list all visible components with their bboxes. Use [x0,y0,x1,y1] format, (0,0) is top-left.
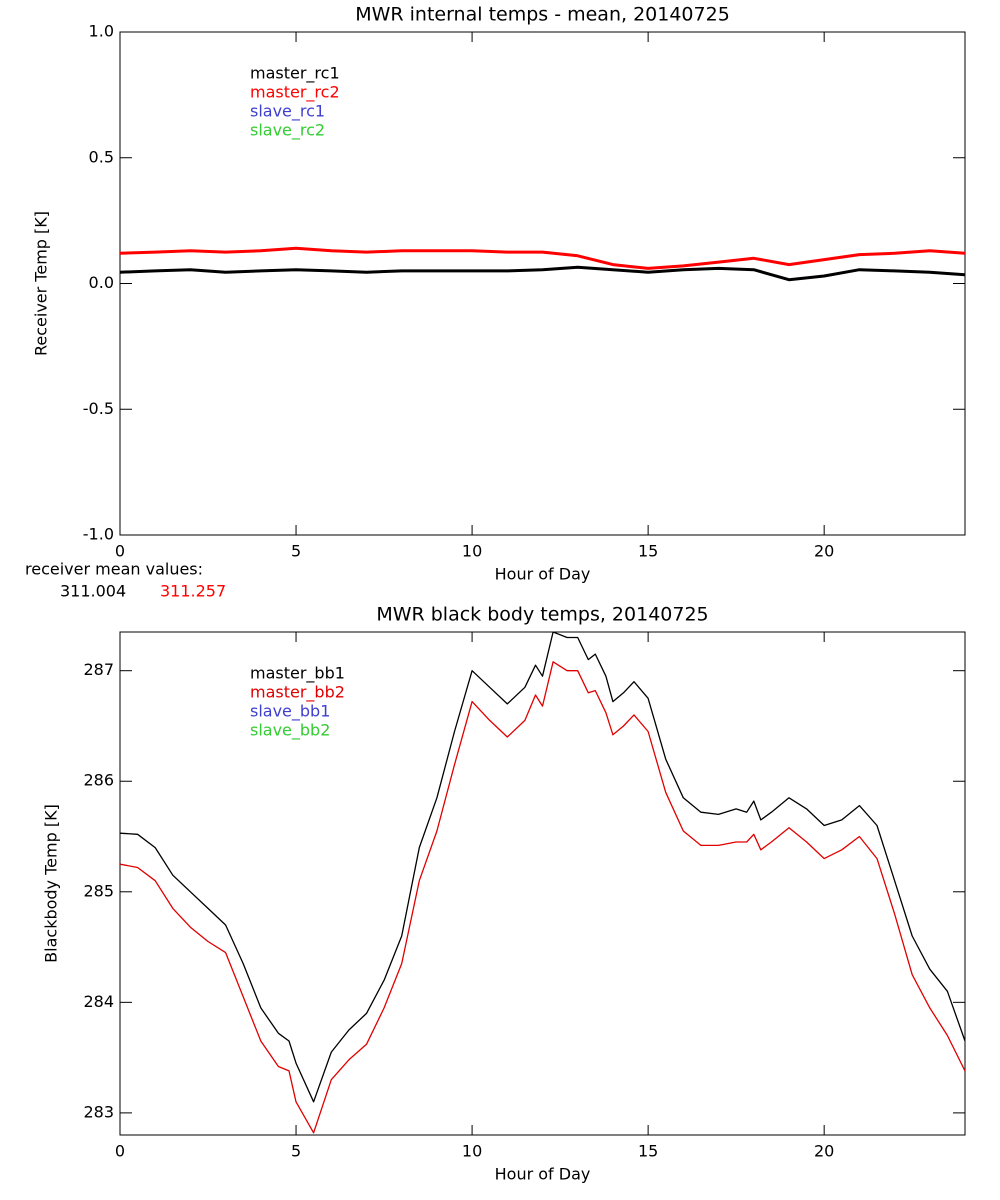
legend-entry: master_bb1 [250,664,345,684]
y-tick-label: 0.0 [89,273,114,292]
y-tick-label: 1.0 [89,22,114,41]
y-axis-label: Blackbody Temp [K] [42,804,61,963]
x-tick-label: 10 [462,542,482,561]
data-line [120,661,965,1134]
x-tick-label: 15 [638,1142,658,1161]
y-tick-label: 287 [83,660,114,679]
x-tick-label: 20 [814,1142,834,1161]
data-line [120,632,965,1103]
x-tick-label: 15 [638,542,658,561]
y-tick-label: 286 [83,771,114,790]
legend-entry: master_rc2 [250,83,340,103]
x-tick-label: 5 [291,542,301,561]
x-tick-label: 10 [462,1142,482,1161]
y-tick-label: 0.5 [89,147,114,166]
legend-entry: master_bb2 [250,683,345,703]
chart-title: MWR black body temps, 20140725 [376,604,708,626]
y-axis-label: Receiver Temp [K] [32,211,51,356]
y-tick-label: 283 [83,1102,114,1121]
y-tick-label: 284 [83,992,114,1011]
y-tick-label: 285 [83,881,114,900]
chart-title: MWR internal temps - mean, 20140725 [355,4,730,26]
legend-entry: slave_rc1 [250,102,325,122]
y-tick-label: -0.5 [83,399,114,418]
x-axis-label: Hour of Day [495,1165,591,1184]
plot-frame [119,31,966,536]
x-tick-label: 0 [115,542,125,561]
y-tick-label: -1.0 [83,525,114,544]
data-line [120,265,965,282]
legend-entry: slave_rc2 [250,121,325,141]
x-tick-label: 0 [115,1142,125,1161]
data-line [120,246,965,270]
legend-entry: master_rc1 [250,64,340,84]
mean-value: 311.004 [60,582,126,601]
x-tick-label: 5 [291,1142,301,1161]
x-tick-label: 20 [814,542,834,561]
plot-frame [119,631,966,1136]
legend-entry: slave_bb2 [250,721,330,741]
x-axis-label: Hour of Day [495,565,591,584]
annotation: receiver mean values: [25,560,203,579]
mean-value: 311.257 [160,582,226,601]
legend-entry: slave_bb1 [250,702,330,722]
